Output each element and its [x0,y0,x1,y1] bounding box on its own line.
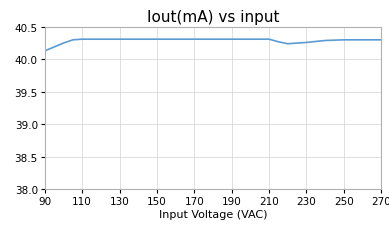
X-axis label: Input Voltage (VAC): Input Voltage (VAC) [159,209,267,219]
Title: Iout(mA) vs input: Iout(mA) vs input [147,10,279,25]
